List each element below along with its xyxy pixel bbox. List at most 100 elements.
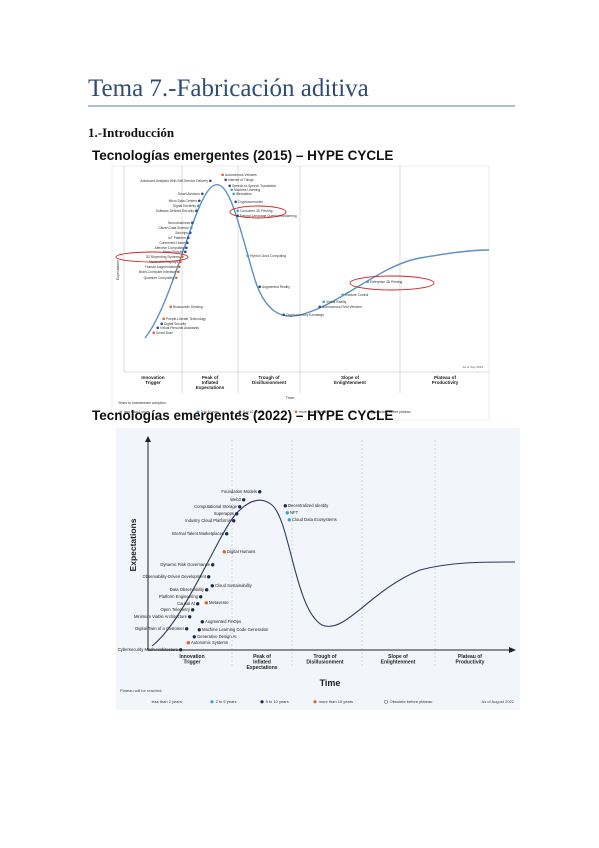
tech-label: Natural-Language Question Answering	[240, 214, 297, 218]
legend-title: Years to mainstream adoption:	[118, 401, 167, 405]
tech-label: Hybrid Cloud Computing	[250, 254, 286, 258]
tech-label: Digital Humans	[227, 549, 255, 554]
phase-label: Expectations	[196, 385, 225, 390]
legend: less than 2 years 2 to 5 years 5 to 10 yea…	[119, 410, 411, 414]
tech-label: Causal AI	[177, 601, 195, 606]
tech-dot	[341, 293, 345, 297]
tech-dot	[191, 608, 195, 612]
tech-dot	[236, 209, 239, 213]
legend-swatch	[196, 410, 200, 414]
tech-label: Connected Home	[159, 241, 185, 245]
legend-label: more than 10 years	[299, 410, 329, 414]
tech-dot	[198, 199, 201, 203]
tech-dot	[285, 511, 289, 515]
tech-label: NFT	[290, 510, 299, 515]
tech-dot	[201, 192, 204, 196]
tech-dot	[235, 512, 239, 516]
tech-label: Wearables	[236, 192, 252, 196]
phase-label: Peak of	[202, 375, 219, 380]
y-axis-label: Expectations	[128, 518, 138, 571]
tech-dot	[287, 518, 291, 522]
tech-label: Cybersecurity Mesh Architecture	[118, 647, 179, 652]
tech-dot	[222, 550, 226, 554]
tech-label: Observability-Driven Development	[142, 574, 206, 579]
tech-dot	[258, 285, 262, 289]
legend-swatch	[119, 410, 123, 414]
tech-dot	[184, 250, 187, 254]
tech-dot	[242, 498, 246, 502]
tech-label: Platform Engineering	[159, 594, 199, 599]
tech-dot	[179, 260, 182, 264]
tech-label: People-Literate Technology	[166, 317, 206, 321]
tech-dot	[175, 276, 178, 280]
legend-swatch	[146, 700, 150, 704]
tech-dot	[366, 280, 370, 284]
tech-label: Smart Dust	[156, 331, 173, 335]
tech-label: Cryptocurrencies	[238, 200, 263, 204]
phase-label: Plateau of	[434, 375, 456, 380]
legend-swatch	[384, 699, 388, 704]
phase-label: Enlightenment	[381, 660, 416, 666]
tech-label: Citizen Data Science	[158, 226, 189, 230]
tech-dot	[195, 209, 198, 213]
phase-label: Trough of	[258, 375, 280, 380]
phase-label: Enlightenment	[334, 380, 366, 385]
phase-label: Innovation	[141, 375, 164, 380]
tech-label: Generative Design AI	[197, 634, 237, 639]
tech-dot	[211, 563, 215, 567]
phase-label: Productivity	[456, 660, 485, 666]
legend-label: 2 to 5 years	[216, 699, 237, 704]
figure-2022: Tecnologías emergentes (2022) – HYPE CYC…	[92, 408, 520, 710]
tech-label: Cloud Sustainability	[215, 583, 253, 588]
tech-label: Autonomous Vehicles	[225, 173, 257, 177]
tech-label: Digital Dexterity	[173, 204, 196, 208]
tech-label: Autonomic Systems	[191, 640, 228, 645]
chart-frame	[116, 428, 520, 710]
highlight-ellipses	[115, 205, 435, 291]
tech-label: Affective Computing	[155, 246, 185, 250]
tech-dot	[225, 532, 229, 536]
legend-swatch	[313, 700, 317, 704]
legend-label: less than 2 years	[152, 699, 182, 704]
tech-label: Cryptocurrency Exchange	[286, 313, 324, 317]
tech-dot	[283, 504, 287, 508]
legend-swatch	[294, 410, 298, 414]
tech-dot	[209, 179, 212, 183]
tech-label: Human Augmentation	[145, 265, 177, 269]
hype-curve	[151, 499, 516, 647]
figure-2015: Tecnologías emergentes (2015) – HYPE CYC…	[92, 148, 490, 421]
tech-label: Augmented Reality	[262, 285, 290, 289]
phase-label: Disillusionment	[306, 660, 344, 666]
legend-swatch	[210, 700, 214, 704]
tech-label: Brain-Computer Interface	[139, 270, 176, 274]
x-axis-label: Time	[286, 395, 296, 400]
tech-dot	[199, 595, 203, 599]
tech-dot	[258, 490, 262, 494]
section-heading: 1.-Introducción	[88, 125, 175, 140]
tech-dot	[190, 226, 193, 230]
tech-dot	[152, 331, 155, 335]
legend-label: obsolete before plateau	[375, 410, 411, 414]
tech-label: Cloud Data Ecosystems	[292, 517, 337, 522]
tech-label: Virtual Personal Assistants	[160, 326, 199, 330]
tech-dot	[188, 615, 192, 619]
tech-label: Digital Twin of a Customer	[135, 626, 184, 631]
axes	[147, 440, 515, 651]
tech-dot	[234, 200, 237, 204]
note: As of August 2022	[482, 699, 515, 704]
tech-label: Gesture Control	[345, 293, 369, 297]
tech-label: Internal Talent Marketplaces	[172, 531, 224, 536]
phase-label: Plateau of	[458, 654, 482, 660]
tech-label: Software-Defined Security	[156, 209, 195, 213]
tech-label: Quantum Computing	[144, 276, 175, 280]
tech-dot	[156, 326, 159, 330]
tech-label: IoT Platform	[168, 236, 186, 240]
tech-label: Smart Robots	[163, 250, 184, 254]
phase-label: Trigger	[145, 380, 161, 385]
tech-label: Decentralized Identity	[288, 503, 329, 508]
tech-label: Enterprise 3D Printing	[370, 280, 402, 284]
